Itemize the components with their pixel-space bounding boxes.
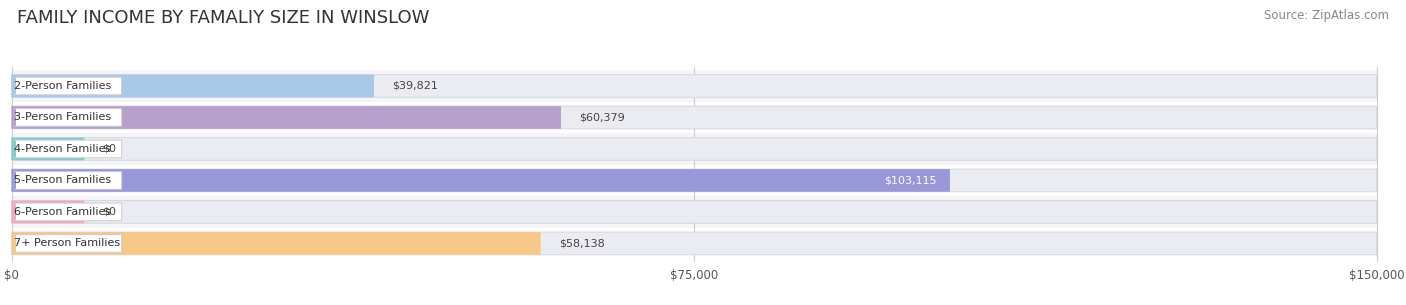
Text: $0: $0 [103, 207, 117, 217]
Text: 2-Person Families: 2-Person Families [14, 81, 111, 91]
FancyBboxPatch shape [11, 106, 1376, 129]
FancyBboxPatch shape [14, 140, 122, 158]
FancyBboxPatch shape [11, 70, 1376, 102]
FancyBboxPatch shape [11, 138, 84, 160]
FancyBboxPatch shape [11, 102, 1376, 133]
FancyBboxPatch shape [11, 232, 1376, 255]
FancyBboxPatch shape [11, 106, 561, 129]
FancyBboxPatch shape [14, 235, 122, 252]
Text: FAMILY INCOME BY FAMALIY SIZE IN WINSLOW: FAMILY INCOME BY FAMALIY SIZE IN WINSLOW [17, 9, 429, 27]
FancyBboxPatch shape [11, 165, 1376, 196]
FancyBboxPatch shape [11, 228, 1376, 259]
Text: 6-Person Families: 6-Person Families [14, 207, 111, 217]
Text: $103,115: $103,115 [884, 175, 936, 185]
FancyBboxPatch shape [11, 169, 950, 192]
Text: 7+ Person Families: 7+ Person Families [14, 239, 121, 248]
FancyBboxPatch shape [11, 75, 374, 97]
FancyBboxPatch shape [11, 196, 1376, 228]
FancyBboxPatch shape [11, 201, 1376, 223]
FancyBboxPatch shape [14, 203, 122, 221]
Text: Source: ZipAtlas.com: Source: ZipAtlas.com [1264, 9, 1389, 22]
Text: $39,821: $39,821 [392, 81, 439, 91]
Text: 3-Person Families: 3-Person Families [14, 113, 111, 123]
Text: $60,379: $60,379 [579, 113, 626, 123]
FancyBboxPatch shape [11, 169, 1376, 192]
FancyBboxPatch shape [14, 109, 122, 126]
FancyBboxPatch shape [14, 77, 122, 95]
FancyBboxPatch shape [14, 172, 122, 189]
FancyBboxPatch shape [11, 75, 1376, 97]
Text: 5-Person Families: 5-Person Families [14, 175, 111, 185]
Text: $0: $0 [103, 144, 117, 154]
FancyBboxPatch shape [11, 138, 1376, 160]
FancyBboxPatch shape [11, 133, 1376, 165]
FancyBboxPatch shape [11, 201, 84, 223]
Text: 4-Person Families: 4-Person Families [14, 144, 111, 154]
Text: $58,138: $58,138 [558, 239, 605, 248]
FancyBboxPatch shape [11, 232, 541, 255]
